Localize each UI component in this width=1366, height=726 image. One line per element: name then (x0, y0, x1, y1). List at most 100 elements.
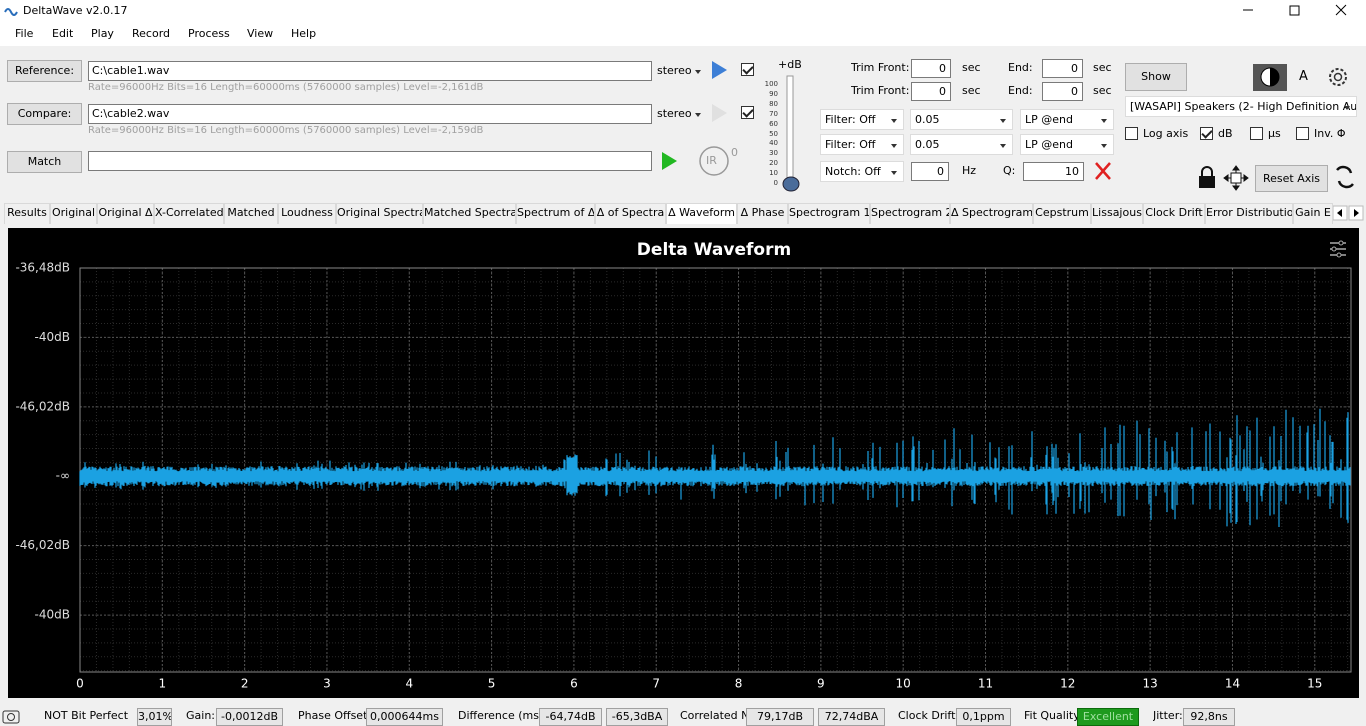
reference-file[interactable]: C:\cable1.wav (88, 61, 652, 81)
tab[interactable]: Spectrogram 1 (788, 203, 870, 224)
settings-gear[interactable] (1329, 68, 1347, 86)
slider-scale: 40 (769, 139, 778, 148)
tab[interactable]: Δ of Spectra (595, 203, 666, 224)
trim-front[interactable]: 0 (911, 59, 951, 78)
reference-button[interactable]: Reference: (7, 60, 82, 82)
slider-track (786, 75, 794, 185)
tab[interactable]: Spectrogram 2 (870, 203, 950, 224)
slider-scale: 30 (769, 149, 778, 158)
tab[interactable]: Original (50, 203, 97, 224)
x-tick-label: 0 (76, 677, 84, 691)
slider-scale: 80 (769, 99, 778, 108)
refresh-icon[interactable] (1336, 165, 1354, 189)
tab[interactable]: Error Distribution (1205, 203, 1293, 224)
option-checkbox[interactable] (1125, 127, 1138, 140)
camera-icon[interactable] (2, 710, 20, 724)
lock-icon[interactable] (1199, 176, 1215, 188)
menu-item[interactable]: View (247, 27, 274, 40)
menu-item[interactable]: Edit (52, 27, 74, 40)
reference-enabled[interactable] (741, 63, 754, 76)
compare-channel[interactable]: stereo (657, 107, 692, 120)
x-tick-label: 5 (488, 677, 496, 691)
reference-channel-arrow[interactable] (695, 70, 701, 74)
menu-item[interactable]: Process (188, 27, 230, 40)
reset-axis-button[interactable]: Reset Axis (1255, 165, 1328, 192)
option-checkbox[interactable] (1200, 127, 1213, 140)
tab[interactable]: Spectrum of Δ (516, 203, 595, 224)
filter-type[interactable]: Filter: Off (820, 109, 904, 130)
x-tick-label: 3 (323, 677, 331, 691)
status-value: 79,17dB (746, 708, 814, 726)
menu-item[interactable]: Record (132, 27, 171, 40)
slider-knob[interactable] (782, 176, 800, 192)
tab[interactable]: Δ Spectrogram (950, 203, 1033, 224)
y-tick-label: -36,48dB (15, 261, 70, 275)
y-tick-label: -46,02dB (15, 538, 70, 552)
notch-type[interactable]: Notch: Off (820, 161, 904, 182)
filter-value[interactable]: 0.05 (910, 109, 1013, 130)
play-match[interactable] (662, 152, 677, 170)
option-checkbox[interactable] (1296, 127, 1309, 140)
slider-scale: 50 (769, 129, 778, 138)
menu-item[interactable]: Help (291, 27, 317, 40)
tab[interactable]: Loudness (278, 203, 336, 224)
tab[interactable]: Gain E (1293, 203, 1333, 224)
slider-scale: 60 (769, 119, 778, 128)
font-toggle[interactable]: A (1299, 69, 1308, 84)
play-compare[interactable] (712, 104, 727, 122)
tab-scroll-left[interactable] (1332, 205, 1348, 221)
status-label: Correlated Null: (680, 709, 767, 722)
tab[interactable]: Cepstrum (1033, 203, 1091, 224)
pan-icon[interactable] (1223, 165, 1249, 191)
trim-front[interactable]: 0 (911, 82, 951, 101)
status-value: 0,000644ms (366, 708, 443, 726)
status-label: Jitter: (1153, 709, 1183, 722)
contrast-button[interactable] (1253, 64, 1287, 91)
clear-notch[interactable] (1095, 162, 1111, 180)
compare-channel-arrow[interactable] (695, 113, 701, 117)
status-value: 0,1ppm (956, 708, 1011, 726)
filter-value[interactable]: 0.05 (910, 134, 1013, 155)
compare-button[interactable]: Compare: (7, 103, 82, 125)
tab[interactable]: Lissajous (1091, 203, 1143, 224)
menu-item[interactable]: Play (91, 27, 114, 40)
tab-scroll-right[interactable] (1348, 205, 1364, 221)
slider-label: +dB (778, 58, 802, 71)
tab[interactable]: Clock Drift (1143, 203, 1205, 224)
ir-count: 0 (731, 146, 738, 159)
tab[interactable]: Original Δ (97, 203, 154, 224)
status-value: 3,01% (137, 708, 172, 726)
option-checkbox[interactable] (1250, 127, 1263, 140)
filter-mode[interactable]: LP @end (1020, 134, 1114, 155)
maximize-icon[interactable] (1289, 5, 1300, 16)
tab[interactable]: Matched (224, 203, 278, 224)
ir-label: IR (706, 154, 717, 167)
trim-end[interactable]: 0 (1042, 59, 1083, 78)
tab[interactable]: Δ Phase (737, 203, 788, 224)
status-label: Difference (ms): (458, 709, 547, 722)
compare-info: Rate=96000Hz Bits=16 Length=60000ms (576… (88, 125, 484, 136)
reference-channel[interactable]: stereo (657, 64, 692, 77)
tab[interactable]: Results (4, 203, 50, 224)
menu-item[interactable]: File (15, 27, 34, 40)
show-button[interactable]: Show (1125, 63, 1187, 91)
tab[interactable]: Δ Waveform (666, 203, 737, 224)
compare-file[interactable]: C:\cable2.wav (88, 104, 652, 124)
notch-q[interactable]: 10 (1023, 162, 1084, 181)
compare-enabled[interactable] (741, 106, 754, 119)
device-select[interactable]: [WASAPI] Speakers (2- High Definition Au… (1125, 96, 1357, 117)
filter-mode[interactable]: LP @end (1020, 109, 1114, 130)
trim-end[interactable]: 0 (1042, 82, 1083, 101)
trim-end-label: End: (1008, 61, 1033, 74)
close-icon[interactable] (1335, 4, 1347, 16)
tab[interactable]: Matched Spectra (423, 203, 516, 224)
window-chrome (4, 4, 1347, 16)
tab[interactable]: Original Spectra (336, 203, 423, 224)
tab[interactable]: X-Correlated (154, 203, 224, 224)
filter-type[interactable]: Filter: Off (820, 134, 904, 155)
notch-hz[interactable]: 0 (911, 162, 949, 181)
match-button[interactable]: Match (7, 151, 82, 173)
status-value: Excellent (1077, 708, 1139, 726)
play-reference[interactable] (712, 61, 727, 79)
